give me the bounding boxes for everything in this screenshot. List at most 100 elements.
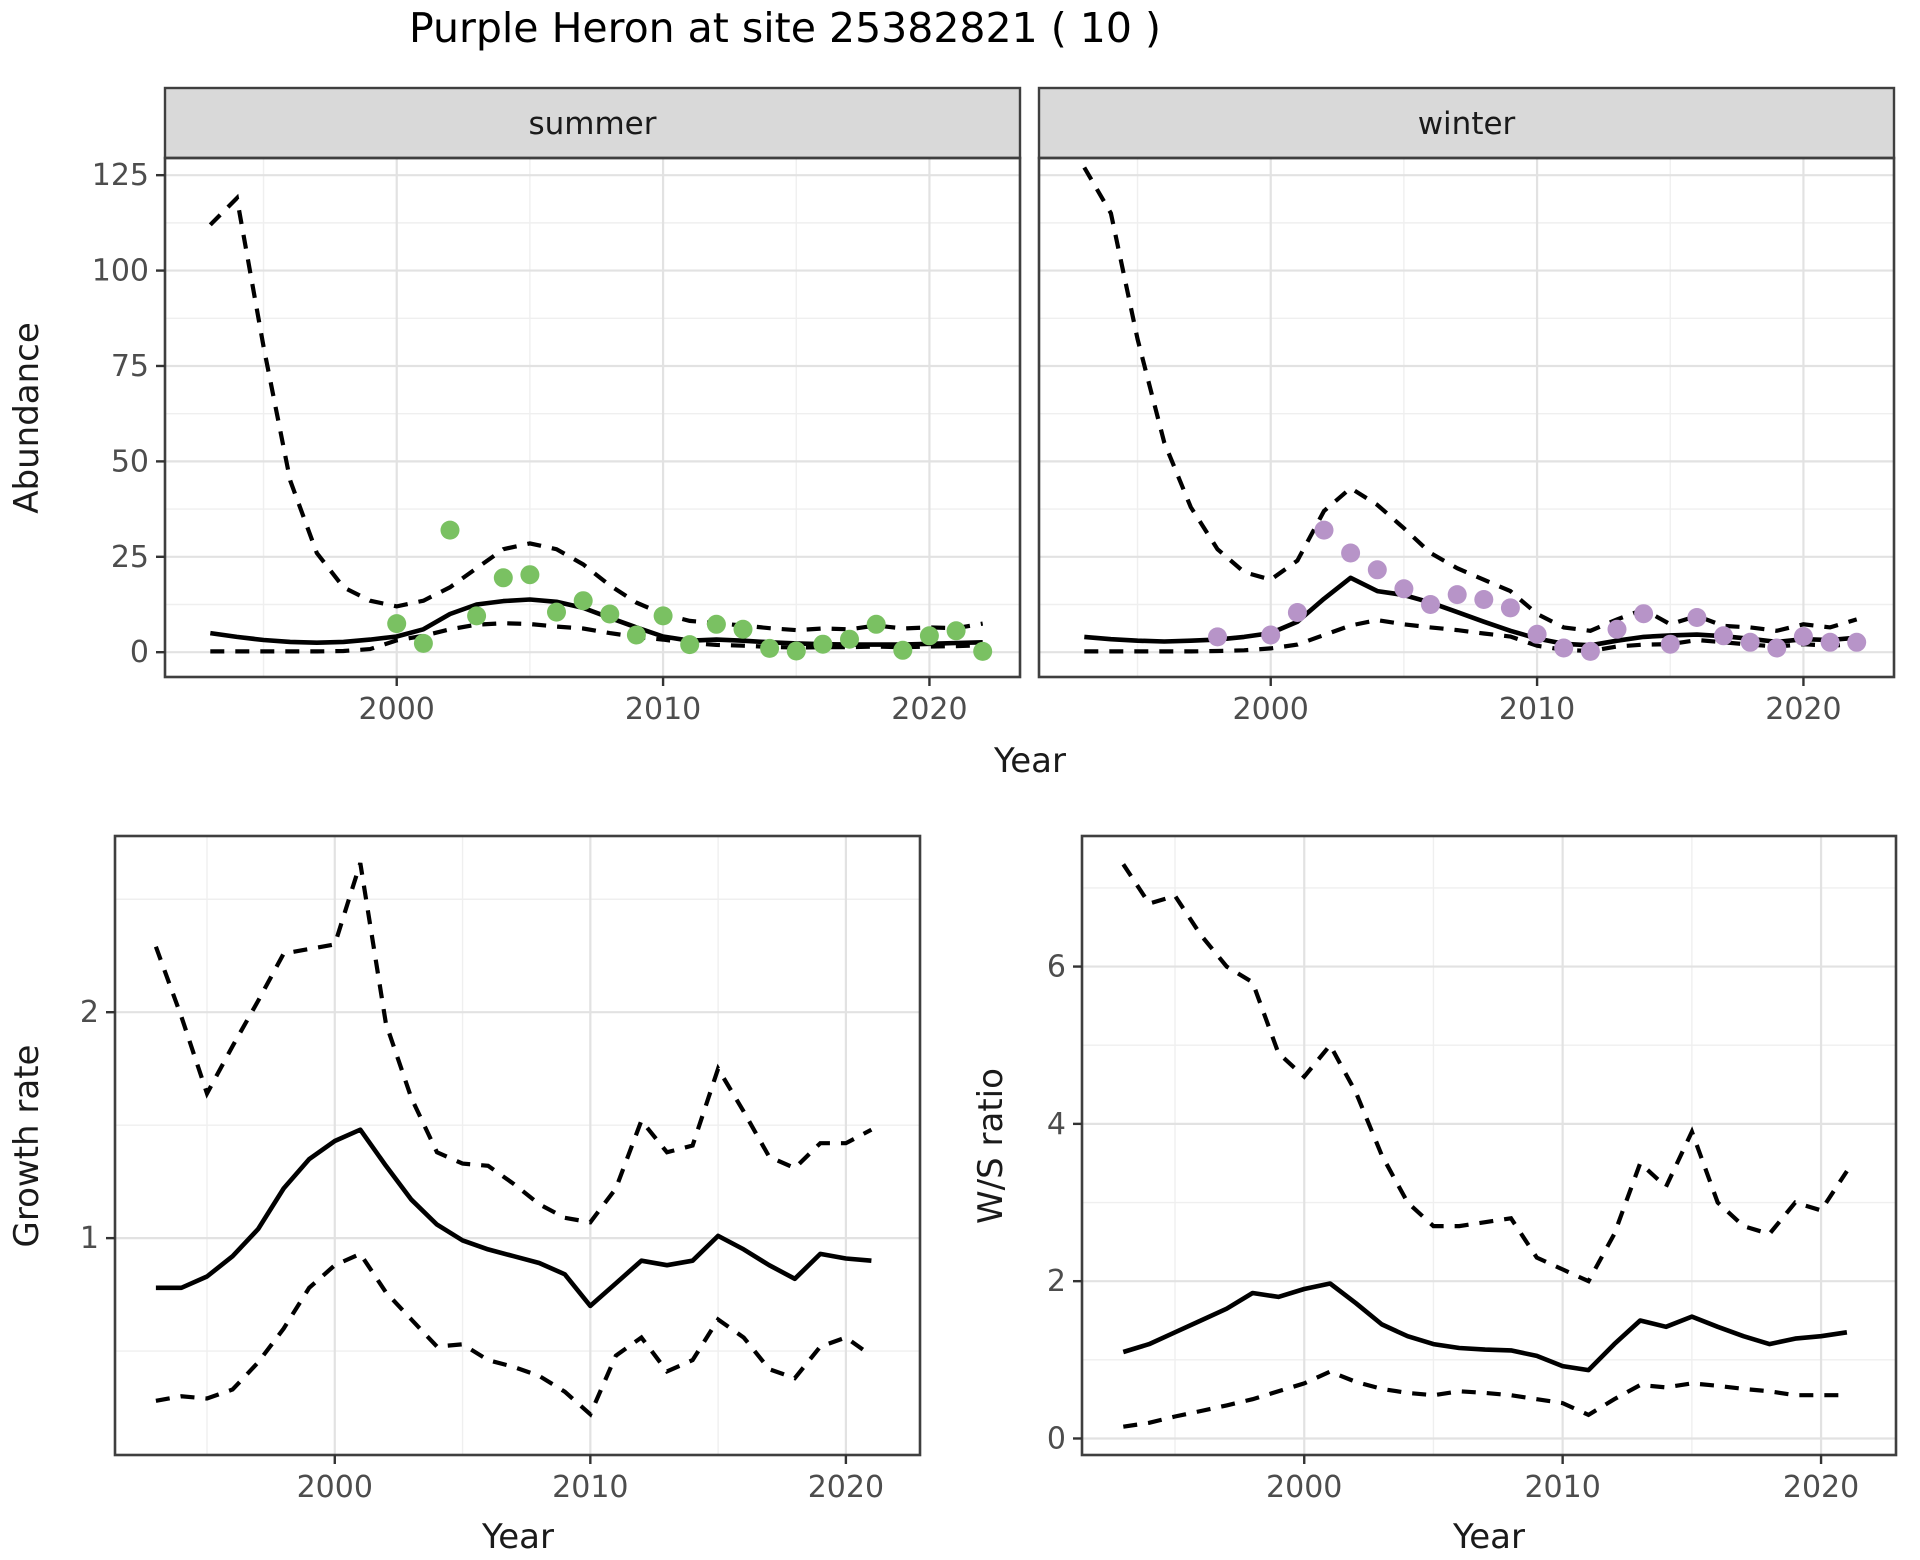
data-point xyxy=(653,606,673,626)
data-point xyxy=(973,641,993,661)
data-point xyxy=(387,614,407,634)
axis-ticks: 2000 2010 2020 xyxy=(1233,677,1842,727)
panel-background xyxy=(165,158,1020,677)
top-year-axis-title: Year xyxy=(993,741,1066,781)
series-fit xyxy=(155,1127,872,1309)
data-point xyxy=(840,629,859,649)
data-point xyxy=(1687,608,1707,627)
panel-abundance-winter: winter 2000 2010 2020 xyxy=(1037,86,1896,727)
axis-ticks: 2000 2010 2020 0 2 4 6 xyxy=(1047,950,1859,1505)
data-point xyxy=(786,641,806,661)
panel-abundance-summer: summer 2000 2010 2020 0 25 50 75 100 125 xyxy=(92,86,1022,727)
data-point xyxy=(1820,632,1840,652)
y-tick-label: 0 xyxy=(130,635,149,670)
data-point xyxy=(919,626,939,646)
series-fit xyxy=(1122,1281,1848,1373)
panel-border xyxy=(1080,834,1898,1457)
x-tick-label: 2020 xyxy=(1783,1470,1859,1505)
data-point xyxy=(1500,598,1520,618)
y-tick-label: 2 xyxy=(1047,1264,1066,1299)
plot-title: Purple Heron at site 25382821 ( 10 ) xyxy=(409,4,1161,52)
panel-border xyxy=(163,156,1022,679)
data-point xyxy=(1847,632,1867,652)
data-point xyxy=(1580,641,1600,661)
gridlines xyxy=(1039,158,1894,677)
data-point xyxy=(680,635,700,655)
x-tick-label: 2000 xyxy=(1233,692,1309,727)
winter-observations xyxy=(1208,520,1867,661)
data-point xyxy=(813,634,833,654)
data-point xyxy=(1607,619,1627,639)
data-point xyxy=(626,625,646,645)
x-tick-label: 2010 xyxy=(1499,692,1575,727)
ws-ratio-axis-title: W/S ratio xyxy=(971,1068,1011,1224)
data-point xyxy=(1447,585,1467,605)
data-point xyxy=(1660,634,1680,654)
x-tick-label: 2010 xyxy=(1524,1470,1600,1505)
y-tick-label: 100 xyxy=(92,254,149,289)
data-point xyxy=(1793,627,1813,646)
data-point xyxy=(1341,543,1361,563)
x-tick-label: 2020 xyxy=(1765,692,1841,727)
x-tick-label: 2020 xyxy=(891,692,967,727)
data-point xyxy=(1208,627,1227,647)
data-point xyxy=(1314,520,1334,540)
data-point xyxy=(1634,604,1654,624)
series-upper_ci xyxy=(1121,863,1849,1284)
data-point xyxy=(467,606,487,626)
right-year-axis-title: Year xyxy=(1452,1517,1525,1557)
y-tick-label: 4 xyxy=(1047,1107,1066,1142)
y-tick-label: 0 xyxy=(1047,1421,1066,1456)
series-lower_ci xyxy=(1122,1369,1847,1429)
gridlines xyxy=(1082,836,1896,1455)
y-tick-label: 6 xyxy=(1047,950,1066,985)
data-point xyxy=(1421,595,1440,614)
x-tick-label: 2000 xyxy=(297,1470,373,1505)
data-point xyxy=(1394,579,1414,599)
data-point xyxy=(760,638,780,658)
facet-strip xyxy=(163,86,1022,160)
data-point xyxy=(1714,626,1733,646)
facet-strip-label: summer xyxy=(528,106,656,142)
left-year-axis-title: Year xyxy=(481,1517,554,1557)
y-tick-label: 1 xyxy=(80,1221,99,1256)
facet-strip-label: winter xyxy=(1418,106,1516,142)
data-point xyxy=(1740,632,1760,652)
x-tick-label: 2010 xyxy=(552,1470,628,1505)
series-upper_ci xyxy=(153,862,873,1225)
y-tick-label: 75 xyxy=(111,349,149,384)
panel-background xyxy=(1039,158,1894,677)
abundance-axis-title: Abundance xyxy=(7,322,47,514)
data-point xyxy=(520,565,540,585)
data-point xyxy=(440,520,460,540)
data-point xyxy=(866,614,886,634)
data-point xyxy=(1287,603,1307,622)
data-point xyxy=(946,621,966,641)
data-point xyxy=(733,619,753,639)
data-point xyxy=(1527,624,1547,644)
series-lower_ci xyxy=(210,621,983,654)
series-upper_ci xyxy=(1082,166,1858,633)
panel-ws-ratio: 2000 2010 2020 0 2 4 6 xyxy=(1047,834,1898,1505)
panel-border xyxy=(1037,156,1896,679)
y-tick-label: 25 xyxy=(111,540,149,575)
y-tick-label: 125 xyxy=(92,158,149,193)
panel-border xyxy=(113,834,922,1457)
x-tick-label: 2010 xyxy=(625,692,701,727)
data-point xyxy=(1554,638,1574,658)
data-point xyxy=(413,633,433,653)
data-point xyxy=(1367,560,1387,580)
data-point xyxy=(600,604,620,624)
data-point xyxy=(893,640,913,660)
data-point xyxy=(493,568,513,588)
x-tick-label: 2000 xyxy=(1266,1470,1342,1505)
data-point xyxy=(1261,625,1281,645)
data-point xyxy=(573,591,593,611)
panel-growth-rate: 2000 2010 2020 1 2 xyxy=(80,834,922,1505)
axis-ticks: 2000 2010 2020 0 25 50 75 100 125 xyxy=(92,158,968,727)
axis-ticks: 2000 2010 2020 1 2 xyxy=(80,995,884,1505)
growth-rate-axis-title: Growth rate xyxy=(7,1045,47,1248)
x-tick-label: 2000 xyxy=(359,692,435,727)
x-tick-label: 2020 xyxy=(808,1470,884,1505)
